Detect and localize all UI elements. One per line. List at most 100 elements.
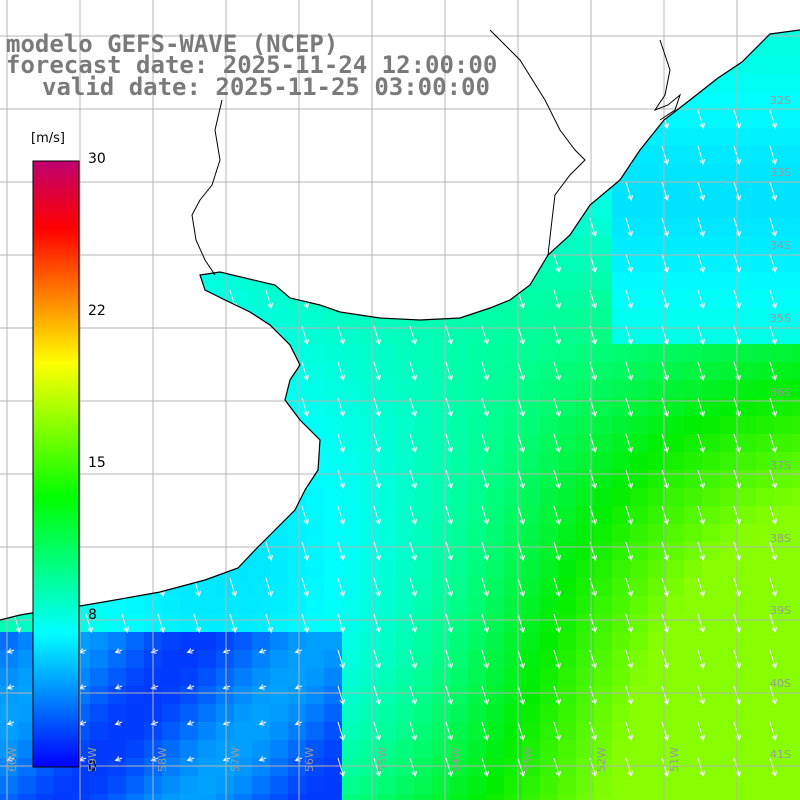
field-cell <box>774 92 792 110</box>
field-cell <box>360 560 378 578</box>
field-cell <box>720 614 738 632</box>
field-cell <box>666 128 684 146</box>
forecast-date: forecast date: 2025-11-24 12:00:00 <box>6 51 498 79</box>
field-cell <box>774 740 792 758</box>
field-cell <box>522 722 540 740</box>
wind-arrow <box>625 505 633 525</box>
field-cell <box>558 758 576 776</box>
field-cell <box>504 704 522 722</box>
field-cell <box>126 776 144 794</box>
wind-arrow <box>301 325 309 345</box>
field-cell <box>90 704 108 722</box>
wind-arrow <box>697 505 705 525</box>
field-cell <box>792 164 800 182</box>
field-cell <box>576 254 594 272</box>
field-cell <box>342 578 360 596</box>
field-cell <box>324 434 342 452</box>
field-cell <box>630 704 648 722</box>
field-cell <box>792 308 800 326</box>
colorbar <box>32 160 80 768</box>
field-cell <box>774 344 792 362</box>
field-cell <box>504 452 522 470</box>
field-cell <box>504 776 522 794</box>
wind-arrow <box>481 649 489 669</box>
lat-label: 38S <box>770 532 791 545</box>
field-cell <box>396 578 414 596</box>
field-cell <box>738 218 756 236</box>
field-cell <box>306 668 324 686</box>
field-cell <box>342 704 360 722</box>
field-cell <box>468 596 486 614</box>
field-cell <box>108 758 126 776</box>
field-cell <box>576 308 594 326</box>
field-cell <box>450 560 468 578</box>
wind-arrow <box>114 648 123 654</box>
wind-arrow <box>157 613 165 633</box>
wind-arrow <box>481 469 489 489</box>
field-cell <box>648 506 666 524</box>
field-cell <box>684 308 702 326</box>
field-cell <box>756 416 774 434</box>
wind-arrow <box>517 649 525 669</box>
wind-arrow <box>409 325 417 345</box>
field-cell <box>720 722 738 740</box>
field-cell <box>522 488 540 506</box>
wind-arrow <box>258 720 267 726</box>
field-cell <box>360 326 378 344</box>
field-cell <box>594 776 612 794</box>
wind-arrow <box>481 433 489 453</box>
field-cell <box>396 794 414 800</box>
field-cell <box>324 668 342 686</box>
field-cell <box>630 218 648 236</box>
field-cell <box>702 596 720 614</box>
field-cell <box>630 488 648 506</box>
field-cell <box>666 470 684 488</box>
field-cell <box>414 524 432 542</box>
field-cell <box>54 794 72 800</box>
field-cell <box>702 524 720 542</box>
field-cell <box>630 236 648 254</box>
field-cell <box>396 488 414 506</box>
field-cell <box>468 578 486 596</box>
field-cell <box>774 218 792 236</box>
field-cell <box>540 704 558 722</box>
field-cell <box>522 452 540 470</box>
field-cell <box>558 578 576 596</box>
field-cell <box>540 560 558 578</box>
wind-arrow <box>517 685 525 705</box>
field-cell <box>648 452 666 470</box>
field-cell <box>666 326 684 344</box>
wind-arrow <box>697 613 705 633</box>
wind-arrow <box>373 505 381 525</box>
field-cell <box>396 416 414 434</box>
field-cell <box>702 740 720 758</box>
wind-arrow <box>517 577 525 597</box>
field-cell <box>684 668 702 686</box>
field-cell <box>666 740 684 758</box>
field-cell <box>450 488 468 506</box>
wind-arrow <box>697 433 705 453</box>
wind-arrow <box>517 505 525 525</box>
field-cell <box>738 542 756 560</box>
field-cell <box>522 506 540 524</box>
field-cell <box>756 182 774 200</box>
field-cell <box>684 758 702 776</box>
field-cell <box>432 704 450 722</box>
field-cell <box>450 398 468 416</box>
field-cell <box>738 92 756 110</box>
field-cell <box>486 578 504 596</box>
field-cell <box>234 596 252 614</box>
field-cell <box>0 650 18 668</box>
lat-label: 41S <box>770 748 791 761</box>
field-cell <box>612 254 630 272</box>
lon-label: 56W <box>303 747 316 772</box>
wind-arrow <box>625 289 633 309</box>
field-cell <box>756 128 774 146</box>
field-cell <box>252 578 270 596</box>
field-cell <box>270 614 288 632</box>
field-cell <box>666 794 684 800</box>
field-cell <box>612 686 630 704</box>
field-cell <box>360 686 378 704</box>
wind-arrow <box>409 577 417 597</box>
